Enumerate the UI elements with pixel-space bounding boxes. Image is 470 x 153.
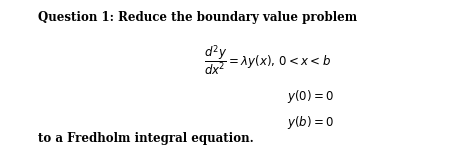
Text: to a Fredholm integral equation.: to a Fredholm integral equation.: [38, 132, 253, 145]
Text: $y(0) = 0$: $y(0) = 0$: [287, 88, 334, 105]
Text: Question 1: Reduce the boundary value problem: Question 1: Reduce the boundary value pr…: [38, 11, 357, 24]
Text: $\dfrac{d^2y}{dx^2} = \lambda y(x),\, 0 < x < b$: $\dfrac{d^2y}{dx^2} = \lambda y(x),\, 0 …: [204, 44, 331, 78]
Text: $y(b) = 0$: $y(b) = 0$: [287, 114, 334, 131]
